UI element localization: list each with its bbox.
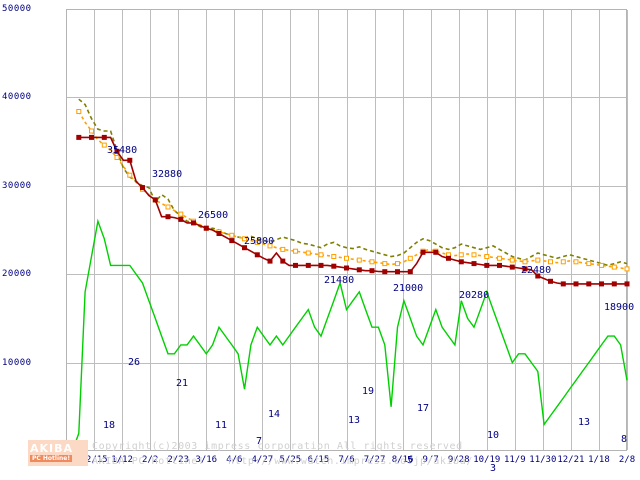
price-label-5: 21000 [393,283,424,294]
price-label-4: 21480 [324,275,355,286]
gridline-vertical [514,10,516,450]
x-axis-tick-6: 4/6 [226,455,243,465]
gridline-vertical [206,10,208,450]
count-label-9: 5 [407,455,414,466]
gridline-vertical [486,10,488,450]
x-axis-tick-5: 3/16 [195,455,218,465]
count-label-7: 19 [362,386,375,397]
gridline-vertical [542,10,544,450]
gridline-vertical [122,10,124,450]
akiba-logo-subtitle: PC Hotline! [30,455,73,462]
gridline-vertical [318,10,320,450]
count-label-12: 13 [578,417,591,428]
x-axis-tick-19: 1/18 [588,455,610,465]
x-axis-tick-11: 7/27 [363,455,386,465]
gridline-vertical [374,10,376,450]
x-axis-tick-20: 2/8 [618,455,636,465]
price-label-7: 22480 [521,265,552,276]
x-axis-tick-13: 9/7 [422,455,439,465]
x-axis-tick-10: 7/6 [338,455,355,465]
x-axis-tick-15: 10/19 [473,455,501,465]
gridline-vertical [458,10,460,450]
watermark-url: http://www.watch.impress.co.jp/akiba/ [228,456,473,467]
gridline-vertical [402,10,404,450]
count-label-11: 3 [490,463,497,474]
price-label-2: 26500 [198,210,229,221]
y-axis-tick-40000: 40000 [2,92,32,103]
count-label-1: 26 [128,357,141,368]
gridline-vertical [627,10,628,450]
gridline-vertical [262,10,264,450]
watermark-copyright: Copyright(c)2003 impress corporation All… [92,441,463,452]
price-label-0: 35480 [107,145,138,156]
x-axis-tick-4: 2/23 [167,455,190,465]
price-label-3: 25800 [244,236,275,247]
gridline-vertical [570,10,572,450]
price-label-6: 20280 [459,290,490,301]
akiba-logo: AKIBA PC Hotline! [28,440,88,466]
count-label-3: 11 [215,420,228,431]
count-label-5: 14 [268,409,281,420]
x-axis-tick-14: 9/28 [447,455,470,465]
count-label-2: 21 [176,378,189,389]
count-label-0: 18 [103,420,116,431]
count-label-13: 8 [621,434,628,445]
x-axis-tick-12: 8/16 [391,455,414,465]
x-axis-tick-16: 11/9 [503,455,526,465]
count-label-6: 13 [348,415,361,426]
x-axis-tick-7: 4/27 [251,455,274,465]
price-label-8: 18900 [604,302,635,313]
count-label-8: 17 [417,403,430,414]
gridline-vertical [94,10,96,450]
x-axis-tick-18: 12/21 [557,455,585,465]
y-axis-tick-20000: 20000 [2,269,32,280]
gridline-vertical [346,10,348,450]
count-label-10: 10 [487,430,500,441]
x-axis-tick-8: 5/25 [279,455,302,465]
gridline-vertical [290,10,292,450]
price-label-1: 32880 [152,169,183,180]
x-axis-tick-2: 1/12 [111,455,133,465]
x-axis-tick-17: 11/30 [529,455,557,465]
gridline-vertical [430,10,432,450]
gridline-vertical [234,10,236,450]
akiba-logo-title: AKIBA [30,442,74,455]
y-axis-tick-50000: 50000 [2,4,32,14]
y-axis-tick-30000: 30000 [2,180,32,191]
watermark-site-name: AKIBA PC Hotline! [92,456,205,467]
count-label-4: 7 [256,436,263,447]
gridline-vertical [598,10,600,450]
y-axis-tick-10000: 10000 [2,357,32,368]
x-axis-tick-1: 12/15 [80,455,108,465]
gridline-vertical [150,10,152,450]
x-axis-tick-9: 6/15 [307,455,330,465]
plot-area [66,9,628,451]
x-axis-tick-3: 2/2 [142,455,159,465]
